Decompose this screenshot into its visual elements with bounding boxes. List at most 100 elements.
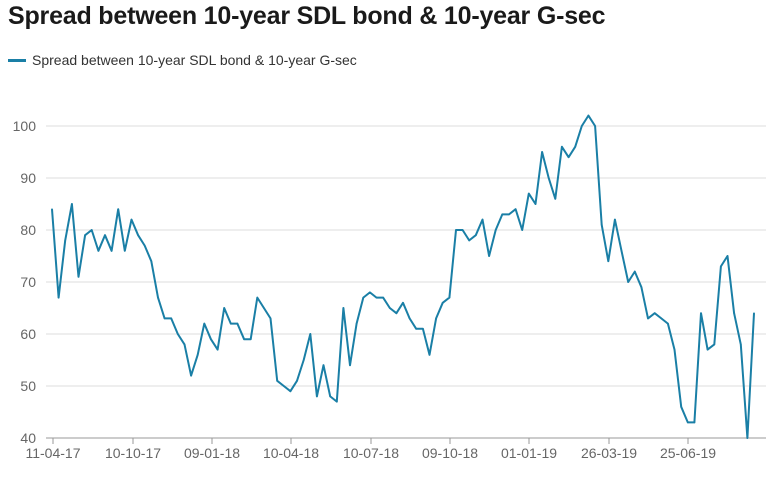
data-point — [508, 213, 510, 216]
data-point — [640, 286, 643, 289]
data-point — [402, 302, 404, 304]
data-point — [216, 348, 219, 351]
y-tick-label: 60 — [20, 326, 36, 342]
data-point — [541, 151, 543, 153]
data-point — [362, 296, 365, 299]
data-point — [97, 250, 100, 252]
data-point — [104, 234, 106, 236]
data-point — [435, 317, 437, 320]
y-tick-label: 100 — [13, 118, 37, 134]
data-point — [269, 317, 272, 320]
data-point — [150, 260, 153, 263]
data-point — [554, 198, 557, 200]
data-point — [84, 234, 86, 236]
data-point — [455, 229, 457, 231]
data-point — [230, 322, 232, 325]
data-point — [408, 317, 411, 320]
data-point — [203, 322, 206, 325]
series-layer — [51, 114, 755, 439]
data-point — [395, 312, 398, 315]
data-point — [713, 343, 716, 346]
data-point — [528, 192, 530, 195]
y-tick-label: 50 — [20, 378, 36, 394]
data-point — [130, 218, 133, 221]
legend: Spread between 10-year SDL bond & 10-yea… — [8, 52, 357, 68]
data-point — [283, 385, 285, 387]
data-point — [494, 229, 497, 231]
data-point — [627, 281, 629, 283]
data-point — [660, 317, 663, 320]
data-point — [349, 364, 351, 367]
series-line — [51, 114, 755, 439]
data-point — [243, 338, 245, 341]
data-point — [614, 218, 616, 221]
x-tick-label: 10-10-17 — [105, 445, 161, 461]
data-point — [475, 234, 477, 236]
data-point — [607, 260, 610, 263]
data-point — [375, 296, 378, 299]
data-point — [567, 156, 570, 158]
data-point — [157, 296, 159, 299]
x-tick-label: 09-01-18 — [184, 445, 240, 461]
data-point — [726, 255, 729, 257]
chart-title: Spread between 10-year SDL bond & 10-yea… — [8, 2, 606, 30]
data-point — [488, 255, 490, 257]
data-point — [143, 244, 146, 247]
data-point — [600, 224, 603, 226]
data-point — [501, 213, 504, 216]
data-point — [733, 312, 735, 315]
data-point — [289, 390, 292, 393]
data-point — [302, 359, 305, 361]
data-point — [296, 380, 298, 382]
y-axis: 40 50 60 70 80 90 100 — [13, 118, 37, 446]
data-point — [77, 276, 80, 278]
data-point — [137, 234, 139, 236]
data-point — [581, 125, 583, 127]
data-point — [647, 317, 649, 320]
data-point — [389, 307, 391, 309]
data-point — [521, 229, 523, 231]
data-point — [276, 380, 279, 382]
data-point — [51, 208, 53, 210]
data-point — [64, 239, 66, 242]
data-point — [110, 250, 113, 252]
data-point — [667, 322, 669, 325]
data-point — [448, 296, 451, 299]
data-point — [468, 239, 471, 242]
data-point — [620, 250, 623, 252]
data-point — [594, 125, 596, 127]
data-point — [574, 146, 576, 148]
x-axis: 11-04-17 10-10-17 09-01-18 10-04-18 10-07-18… — [25, 438, 716, 461]
data-point — [441, 302, 444, 304]
data-point — [382, 296, 384, 299]
data-point — [481, 218, 484, 221]
data-point — [183, 343, 186, 346]
data-point — [223, 307, 225, 309]
data-point — [740, 343, 742, 346]
data-point — [653, 312, 656, 315]
data-point — [190, 374, 192, 377]
data-point — [177, 333, 179, 335]
data-point — [249, 338, 252, 341]
data-point — [170, 317, 172, 320]
data-point — [746, 437, 749, 439]
data-point — [720, 265, 722, 268]
data-point — [534, 203, 537, 205]
data-point — [322, 364, 325, 367]
data-point — [236, 322, 239, 325]
x-tick-label: 09-10-18 — [422, 445, 478, 461]
data-point — [561, 146, 563, 148]
data-point — [163, 317, 166, 320]
data-point — [587, 114, 590, 117]
data-point — [342, 307, 345, 309]
data-point — [336, 400, 338, 403]
legend-label: Spread between 10-year SDL bond & 10-yea… — [32, 52, 357, 68]
data-point — [461, 229, 464, 231]
y-tick-label: 90 — [20, 170, 36, 186]
x-tick-label: 01-01-19 — [501, 445, 557, 461]
y-tick-label: 40 — [20, 430, 36, 446]
data-point — [428, 354, 431, 356]
data-point — [680, 406, 682, 408]
data-point — [753, 312, 755, 315]
